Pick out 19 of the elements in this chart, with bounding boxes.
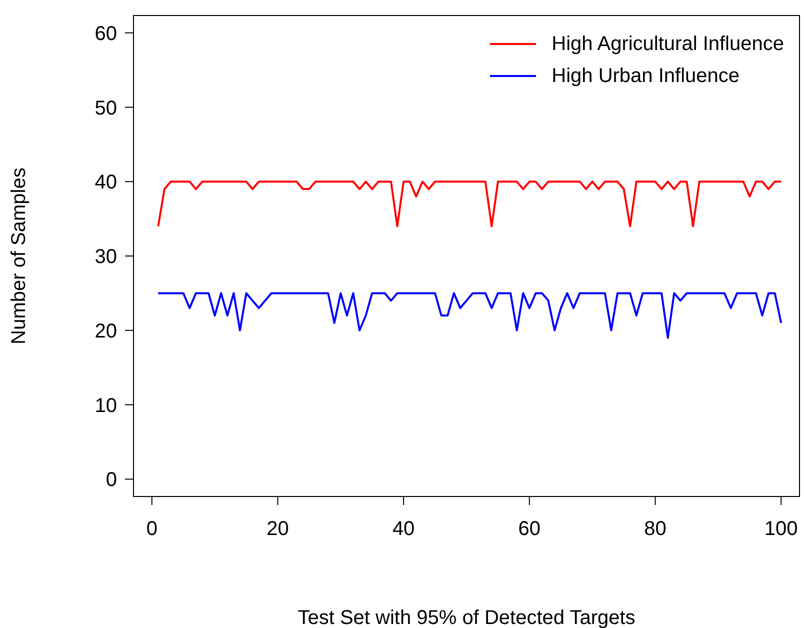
legend-label: High Urban Influence: [552, 64, 740, 89]
x-tick-label: 100: [764, 518, 798, 540]
x-tick-label: 40: [392, 518, 415, 540]
y-tick-label: 0: [106, 469, 117, 492]
x-tick-label: 60: [518, 518, 541, 540]
x-tick-label: 80: [644, 518, 666, 540]
x-tick-label: 0: [146, 518, 158, 540]
y-tick-label: 50: [94, 97, 117, 120]
x-axis-title: Test Set with 95% of Detected Targets: [298, 607, 636, 628]
y-tick-label: 20: [94, 320, 117, 342]
y-tick-label: 30: [94, 246, 117, 268]
y-axis-title: Number of Samples: [8, 168, 30, 344]
line-series: [157, 292, 782, 339]
y-tick-label: 10: [94, 394, 117, 417]
line-series: [157, 180, 782, 228]
legend-label: High Agricultural Influence: [552, 32, 784, 57]
x-tick-label: 20: [266, 518, 289, 540]
y-tick-label: 60: [94, 22, 117, 45]
y-tick-label: 40: [94, 172, 117, 194]
